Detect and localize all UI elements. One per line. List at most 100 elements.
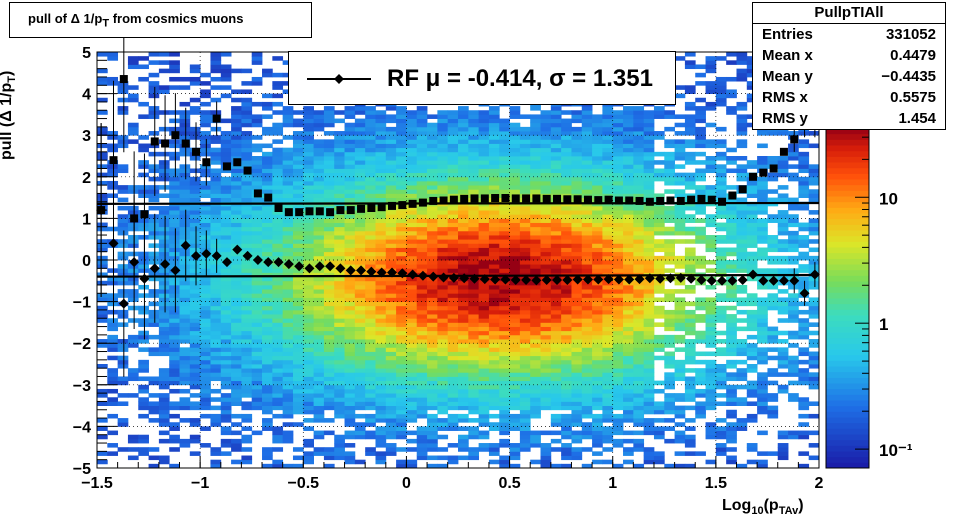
heat-cell	[561, 451, 572, 456]
heat-cell	[313, 180, 325, 186]
heat-cell	[643, 264, 655, 269]
heat-cell	[334, 255, 345, 261]
heat-cell	[571, 318, 583, 323]
heat-cell	[272, 164, 284, 169]
heat-cell	[210, 60, 222, 65]
heat-cell	[354, 160, 366, 165]
heat-cell	[406, 339, 418, 344]
heat-cell	[385, 343, 397, 348]
heat-cell	[715, 81, 727, 86]
heat-cell	[427, 434, 438, 440]
heat-cell	[365, 110, 376, 115]
heat-cell	[334, 147, 345, 153]
heat-cell	[189, 193, 201, 198]
heat-cell	[468, 189, 480, 194]
heat-cell	[488, 114, 500, 119]
heat-cell	[581, 260, 593, 265]
heat-cell	[488, 106, 500, 111]
heat-cell	[179, 318, 191, 323]
heat-cell	[292, 197, 304, 203]
heat-cell	[530, 401, 541, 406]
heat-cell	[612, 318, 624, 323]
heat-cell	[416, 351, 428, 357]
heat-cell	[623, 368, 634, 373]
heat-cell	[540, 297, 552, 302]
heat-cell	[674, 264, 686, 269]
heat-cell	[406, 289, 418, 294]
heat-cell	[623, 147, 634, 153]
heat-cell	[705, 343, 717, 348]
heat-cell	[540, 305, 552, 311]
heat-cell	[550, 110, 562, 115]
heat-cell	[612, 301, 624, 307]
heat-cell	[220, 197, 232, 203]
heat-cell	[664, 251, 675, 257]
heat-cell	[148, 81, 160, 86]
heat-cell	[623, 168, 634, 174]
heat-cell	[705, 426, 717, 431]
heat-cell	[200, 293, 211, 298]
heat-cell	[726, 76, 737, 82]
heat-cell	[416, 114, 428, 119]
heat-cell	[396, 388, 407, 394]
heat-cell	[695, 401, 706, 406]
heat-cell	[468, 168, 480, 174]
heat-cell	[468, 164, 480, 169]
heat-cell	[313, 376, 325, 382]
heat-cell	[612, 347, 624, 352]
heat-cell	[561, 455, 572, 461]
heat-cell	[447, 322, 459, 327]
heat-cell	[396, 189, 407, 194]
heat-cell	[200, 326, 211, 332]
heat-cell	[509, 368, 521, 373]
heat-cell	[705, 380, 717, 386]
heat-cell	[571, 314, 583, 319]
heat-cell	[107, 443, 119, 448]
heat-cell	[612, 156, 624, 161]
heat-cell	[354, 143, 366, 149]
heat-cell	[272, 413, 284, 419]
heat-cell	[272, 218, 284, 223]
heat-cell	[519, 205, 531, 211]
heat-cell	[375, 222, 387, 228]
heat-cell	[344, 309, 356, 315]
heat-cell	[571, 359, 583, 365]
heat-cell	[653, 247, 665, 253]
heat-cell	[179, 314, 191, 319]
heat-cell	[272, 376, 284, 382]
heat-cell	[478, 339, 490, 344]
heat-cell	[581, 284, 593, 290]
heat-cell	[406, 235, 418, 240]
heat-cell	[375, 280, 387, 286]
heat-cell	[375, 418, 387, 423]
heat-cell	[488, 230, 500, 236]
heat-cell	[488, 380, 500, 386]
heat-cell	[272, 393, 284, 398]
heat-cell	[581, 401, 593, 406]
heat-cell	[416, 235, 428, 240]
heat-cell	[282, 438, 294, 444]
heat-cell	[447, 180, 459, 186]
heat-cell	[344, 110, 356, 115]
heat-cell	[478, 164, 490, 169]
heat-cell	[623, 139, 634, 144]
heat-cell	[282, 326, 294, 332]
heat-cell	[509, 185, 521, 190]
heat-cell	[385, 330, 397, 336]
heat-cell	[97, 451, 108, 456]
heat-cell	[416, 380, 428, 386]
heat-cell	[705, 318, 717, 323]
heat-cell	[292, 388, 304, 394]
heat-cell	[282, 364, 294, 369]
heat-cell	[602, 210, 614, 215]
heat-cell	[581, 384, 593, 390]
heat-cell	[427, 438, 438, 444]
heat-cell	[292, 230, 304, 236]
heat-cell	[509, 135, 521, 140]
heat-cell	[334, 305, 345, 311]
heat-cell	[561, 434, 572, 440]
heat-cell	[303, 401, 314, 406]
heat-cell	[313, 388, 325, 394]
heat-cell	[736, 230, 748, 236]
heat-cell	[375, 359, 387, 365]
